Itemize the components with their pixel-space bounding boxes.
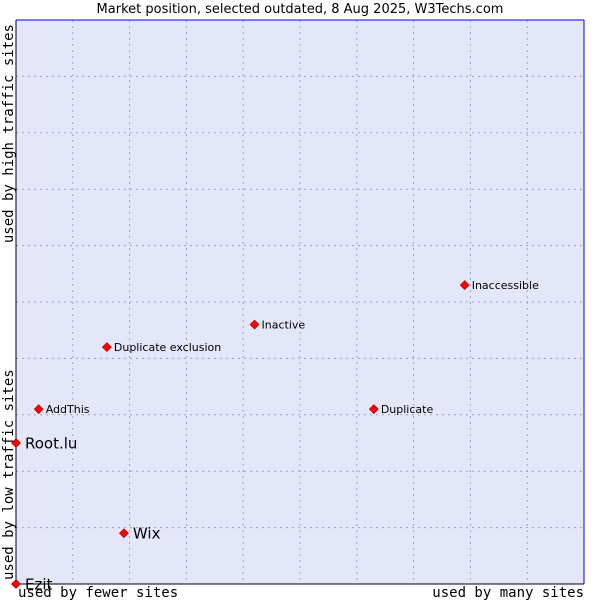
y-axis-label-low: used by low traffic sites bbox=[1, 369, 17, 580]
point-marker bbox=[368, 404, 379, 415]
point-marker bbox=[11, 579, 21, 589]
point-marker bbox=[459, 280, 470, 291]
point-label: Wix bbox=[133, 525, 161, 543]
point-marker bbox=[101, 342, 112, 353]
point-marker bbox=[33, 404, 44, 415]
data-points: Inaccessible Inactive Duplicate exclusion A… bbox=[11, 279, 539, 594]
point-marker bbox=[249, 319, 260, 330]
point-label: Root.lu bbox=[25, 435, 77, 453]
point-label: Ezit bbox=[25, 576, 53, 594]
point-marker bbox=[11, 438, 21, 448]
x-axis-label-high: used by many sites bbox=[432, 585, 584, 600]
x-axis-label-low: used by fewer sites bbox=[18, 585, 178, 600]
y-axis-label-high: used by high traffic sites bbox=[1, 24, 17, 243]
point-label: Inactive bbox=[262, 319, 306, 332]
chart-title: Market position, selected outdated, 8 Au… bbox=[96, 2, 504, 17]
point-label: Inaccessible bbox=[472, 279, 539, 292]
point-label: Duplicate exclusion bbox=[114, 341, 221, 354]
point-label: Duplicate bbox=[381, 403, 434, 416]
grid-lines bbox=[16, 20, 584, 584]
point-marker bbox=[118, 528, 129, 539]
point-label: AddThis bbox=[46, 403, 90, 416]
